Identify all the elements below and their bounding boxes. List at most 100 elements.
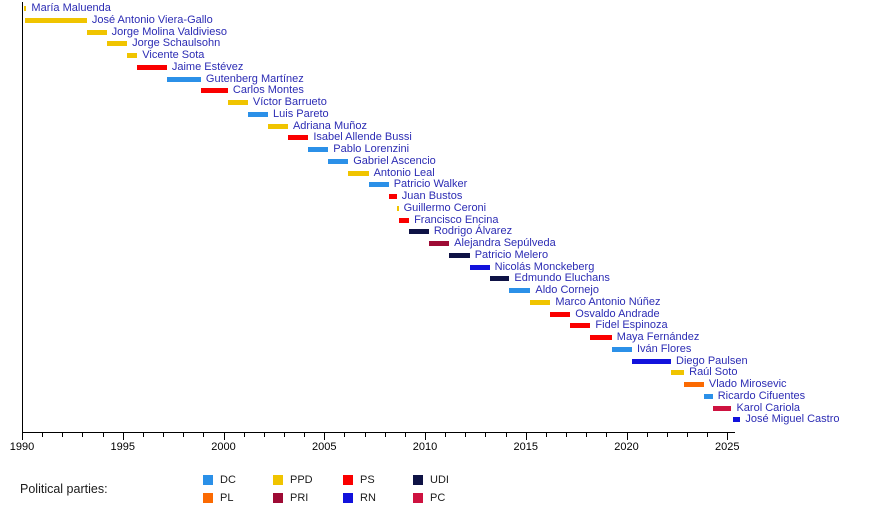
- person-label: Iván Flores: [636, 342, 692, 355]
- person-label: Juan Bustos: [401, 190, 463, 202]
- legend-label-rn: RN: [360, 491, 376, 504]
- x-axis-tick: [626, 433, 628, 440]
- x-axis-tick: [485, 433, 487, 437]
- person-label: Edmundo Eluchans: [514, 272, 610, 285]
- term-bar: [86, 29, 107, 35]
- x-axis-tick: [62, 433, 64, 437]
- x-axis-tick: [727, 433, 729, 440]
- term-bar: [703, 393, 713, 399]
- legend-swatch-ps: [343, 475, 353, 485]
- legend-label-udi: UDI: [430, 474, 449, 486]
- person-label: Diego Paulsen: [676, 354, 748, 367]
- x-axis-tick: [707, 433, 709, 437]
- legend-title: Political parties:: [20, 482, 108, 496]
- legend-label-ppd: PPD: [290, 474, 313, 486]
- x-axis-tick: [324, 433, 326, 440]
- person-label: Guillermo Ceroni: [403, 201, 487, 214]
- person-label: Vlado Mirosevic: [708, 378, 787, 390]
- x-axis-tick: [465, 433, 467, 437]
- person-label: Patricio Walker: [393, 178, 468, 191]
- term-bar: [712, 405, 732, 411]
- x-axis-tick: [223, 433, 225, 440]
- term-bar: [530, 299, 551, 305]
- person-label: Luis Pareto: [273, 107, 329, 120]
- term-bar: [127, 53, 138, 58]
- person-label: Aldo Cornejo: [535, 284, 599, 296]
- x-axis-tick: [606, 433, 608, 437]
- term-bar: [509, 288, 531, 293]
- term-bar: [449, 252, 470, 258]
- legend-swatch-dc: [203, 475, 213, 485]
- x-axis-tick: [525, 433, 527, 440]
- x-axis-tick: [364, 433, 366, 437]
- x-axis-tick: [122, 433, 124, 440]
- y-axis-line: [22, 2, 23, 432]
- x-axis-tick: [203, 433, 205, 437]
- legend-label-ps: PS: [360, 474, 375, 486]
- term-bar: [200, 88, 228, 94]
- person-label: José Miguel Castro: [745, 413, 840, 426]
- legend-label-pc: PC: [430, 491, 446, 504]
- term-bar: [25, 17, 87, 23]
- person-label: Osvaldo Andrade: [575, 307, 660, 320]
- legend-swatch-udi: [413, 475, 423, 485]
- x-axis-tick: [505, 433, 507, 437]
- person-label: Raúl Soto: [689, 366, 738, 379]
- legend: Political parties: DC PL PPD PRI PS RN UDI PC: [0, 462, 875, 508]
- x-axis-tick: [445, 433, 447, 437]
- x-axis-tick: [283, 433, 285, 437]
- person-label: Patricio Melero: [474, 248, 549, 261]
- term-bar: [550, 311, 571, 317]
- term-bar: [409, 229, 429, 235]
- person-label: Carlos Montes: [232, 84, 304, 97]
- term-bar: [732, 417, 741, 423]
- person-label: María Maluenda: [31, 2, 111, 14]
- person-label: Adriana Muñoz: [292, 119, 367, 132]
- term-bar: [137, 64, 167, 70]
- x-axis-tick: [22, 433, 23, 440]
- person-label: Ricardo Cifuentes: [717, 389, 806, 402]
- term-bar: [368, 182, 389, 188]
- x-axis-tick-label: 1990: [9, 441, 35, 453]
- x-axis-tick: [425, 433, 426, 440]
- legend-swatch-pc: [413, 492, 423, 503]
- term-bar: [590, 335, 612, 340]
- x-axis-tick: [163, 433, 165, 437]
- x-axis-tick-label: 2020: [614, 441, 639, 453]
- term-bar: [684, 382, 704, 387]
- x-axis-tick: [243, 433, 245, 437]
- term-bar: [348, 170, 369, 176]
- person-label: Francisco Encina: [414, 213, 499, 226]
- term-bar: [631, 358, 672, 364]
- x-axis-tick: [646, 433, 648, 437]
- x-axis-tick: [263, 433, 265, 437]
- person-label: Jaime Estévez: [171, 60, 244, 73]
- x-axis-tick-label: 2000: [211, 441, 236, 453]
- x-axis-line: [22, 432, 736, 433]
- term-bar: [328, 158, 349, 164]
- person-label: Jorge Molina Valdivieso: [111, 25, 227, 38]
- x-axis-tick: [666, 433, 668, 437]
- term-bar: [247, 111, 269, 117]
- person-label: Gabriel Ascencio: [353, 154, 436, 167]
- person-label: Alejandra Sepúlveda: [454, 237, 556, 249]
- x-axis-tick: [545, 433, 547, 437]
- x-axis-tick-label: 1995: [110, 441, 135, 453]
- person-label: Gutenberg Martínez: [205, 72, 304, 85]
- x-axis-tick-label: 2010: [412, 441, 438, 453]
- legend-swatch-ppd: [273, 475, 283, 485]
- x-axis-tick: [183, 433, 185, 437]
- legend-label-pl: PL: [220, 491, 234, 504]
- term-bar: [428, 241, 450, 246]
- person-label: Víctor Barrueto: [252, 96, 327, 108]
- legend-label-dc: DC: [220, 474, 236, 486]
- term-bar: [106, 41, 128, 47]
- legend-swatch-pl: [203, 492, 213, 503]
- legend-label-pri: PRI: [290, 491, 309, 504]
- term-bar: [396, 205, 399, 211]
- term-bar: [24, 6, 27, 11]
- x-axis-tick: [586, 433, 588, 437]
- person-label: Isabel Allende Bussi: [313, 131, 412, 144]
- x-axis-tick: [142, 433, 144, 437]
- person-label: Vicente Sota: [142, 49, 205, 61]
